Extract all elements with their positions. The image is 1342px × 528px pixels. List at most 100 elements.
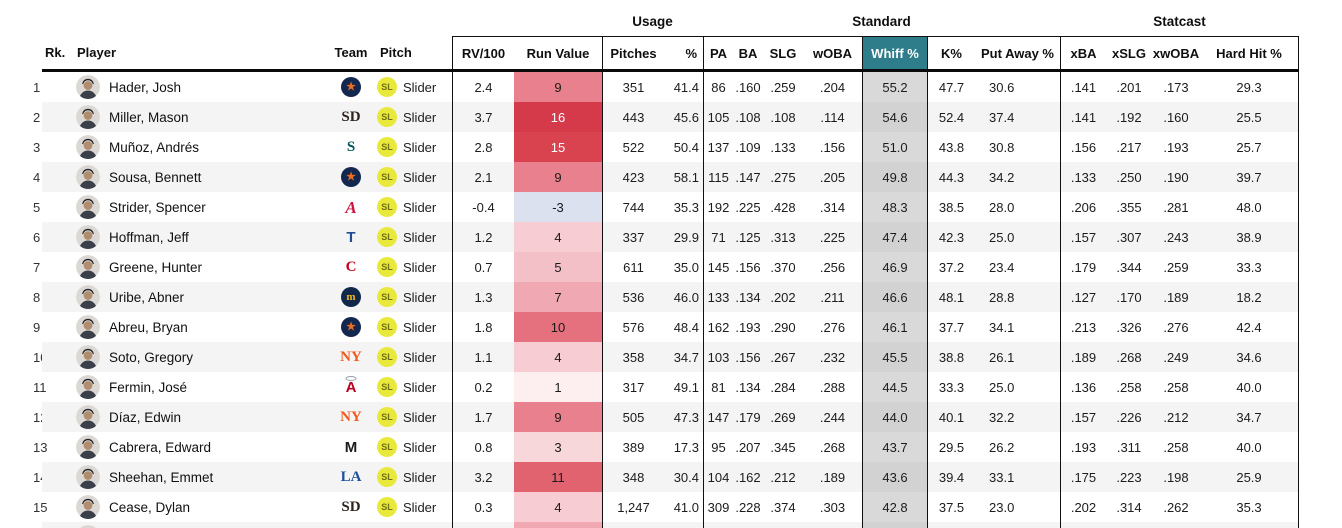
player-name[interactable]: Sousa, Bennett xyxy=(109,169,202,185)
cell-put-away-pct: 26.1 xyxy=(975,342,1060,372)
cell-team: LA xyxy=(330,462,372,492)
column-header-run-value[interactable]: Run Value xyxy=(514,36,602,69)
player-headshot xyxy=(76,135,100,159)
player-name[interactable]: Cabrera, Edward xyxy=(109,439,212,455)
cell-k-pct: 43.8 xyxy=(927,132,975,162)
player-name[interactable]: Greene, Hunter xyxy=(109,259,203,275)
column-header-player[interactable]: Player xyxy=(77,45,117,60)
column-header-rv100[interactable]: RV/100 xyxy=(452,36,514,69)
cell-run-value: 9 xyxy=(514,402,602,432)
cell-pitch-pct: 46.0 xyxy=(664,282,703,312)
cell-xwoba: .258 xyxy=(1163,439,1189,455)
player-name[interactable]: Soto, Gregory xyxy=(109,349,194,365)
cell-pa: 192 xyxy=(703,192,733,222)
column-header-pitch-pct[interactable]: % xyxy=(664,36,703,69)
column-header-pitches[interactable]: Pitches xyxy=(602,36,664,69)
cell-slg: .133 xyxy=(770,139,796,155)
cell-pitches: 744 xyxy=(602,192,664,222)
cell-rv100: 1.2 xyxy=(452,222,514,252)
cell-rv100: 0.7 xyxy=(452,252,514,282)
marlins-logo: M xyxy=(344,438,358,456)
player-headshot xyxy=(76,525,100,528)
cell-put-away-pct: 23.0 xyxy=(989,499,1015,515)
cell-pa: 145 xyxy=(703,252,733,282)
cell-pitch: SL Slider xyxy=(372,192,452,222)
cell-pitch-pct: 45.6 xyxy=(664,102,703,132)
cell-whiff-pct: 49.8 xyxy=(862,162,927,192)
player-headshot xyxy=(76,405,100,429)
braves-logo: A xyxy=(345,197,357,217)
cell-pitches: 351 xyxy=(602,72,664,102)
cell-k-pct: 29.5 xyxy=(927,432,975,462)
cell-pitches xyxy=(602,522,664,528)
column-header-team[interactable]: Team xyxy=(334,45,368,60)
cell-whiff-pct: 54.6 xyxy=(862,102,927,132)
cell-slg: .290 xyxy=(770,319,796,335)
cell-k-pct: 37.7 xyxy=(927,312,975,342)
cell-team: S xyxy=(330,132,372,162)
cell-team: ★ xyxy=(330,312,372,342)
column-header-rank[interactable]: Rk. xyxy=(45,45,66,60)
player-name[interactable]: Strider, Spencer xyxy=(109,199,206,215)
player-name[interactable]: Abreu, Bryan xyxy=(109,319,188,335)
cell-player: Cabrera, Edward xyxy=(42,432,330,462)
cell-player: Uribe, Abner xyxy=(42,282,330,312)
cell-whiff-pct: 51.0 xyxy=(862,132,927,162)
cell-pa: 147 xyxy=(703,402,733,432)
table-row: 15 Cease, Dylan SD SL Slider 0.3 4 1,247… xyxy=(0,492,1342,522)
cell-pa: 86 xyxy=(703,72,733,102)
player-name[interactable]: Díaz, Edwin xyxy=(109,409,182,425)
cell-pa: 105 xyxy=(703,102,733,132)
player-name[interactable]: Hader, Josh xyxy=(109,79,182,95)
player-name[interactable]: Muñoz, Andrés xyxy=(109,139,200,155)
cell-rank: 9 xyxy=(33,319,41,335)
cell-xwoba: .173 xyxy=(1163,79,1189,95)
cell-rank: 6 xyxy=(33,229,41,245)
pitch-type-badge-icon: SL xyxy=(377,407,397,427)
player-headshot xyxy=(76,195,100,219)
cell-woba: .211 xyxy=(803,282,862,312)
column-header-xslg[interactable]: xSLG xyxy=(1106,36,1152,69)
player-headshot xyxy=(76,285,100,309)
cell-k-pct: 47.7 xyxy=(927,72,975,102)
cell-run-value: 1 xyxy=(514,372,602,402)
cell-whiff-pct: 42.8 xyxy=(862,492,927,522)
cell-woba: .189 xyxy=(803,462,862,492)
player-name[interactable]: Uribe, Abner xyxy=(109,289,185,305)
cell-player: Sheehan, Emmet xyxy=(42,462,330,492)
cell-run-value: 3 xyxy=(514,432,602,462)
column-header-xwoba[interactable]: xwOBA xyxy=(1152,36,1200,69)
player-name[interactable]: Cease, Dylan xyxy=(109,499,191,515)
column-header-hard-hit-pct[interactable]: Hard Hit % xyxy=(1200,36,1299,69)
column-header-ba[interactable]: BA xyxy=(733,36,763,69)
column-header-xba[interactable]: xBA xyxy=(1060,36,1106,69)
cell-xwoba: .160 xyxy=(1152,102,1200,132)
player-name[interactable]: Miller, Mason xyxy=(109,109,189,125)
cell-pitch: SL Slider xyxy=(372,72,452,102)
cell-player: Miller, Mason xyxy=(42,102,330,132)
player-headshot xyxy=(76,375,100,399)
cell-pitches: 348 xyxy=(602,462,664,492)
column-header-pa[interactable]: PA xyxy=(703,36,733,69)
cell-run-value: 16 xyxy=(514,102,602,132)
column-header-woba[interactable]: wOBA xyxy=(803,36,862,69)
cell-rv100: 2.8 xyxy=(452,132,514,162)
column-header-slg[interactable]: SLG xyxy=(763,36,803,69)
cell-team: SD xyxy=(330,492,372,522)
cell-player: Greene, Hunter xyxy=(42,252,330,282)
cell-whiff-pct: 44.0 xyxy=(862,402,927,432)
player-name[interactable]: Sheehan, Emmet xyxy=(109,469,214,485)
cell-rv100: 0.3 xyxy=(452,492,514,522)
cell-put-away-pct: 28.0 xyxy=(989,199,1015,215)
column-header-pitch[interactable]: Pitch xyxy=(380,45,412,60)
column-header-whiff-pct-sorted[interactable]: Whiff % xyxy=(862,36,927,69)
player-name[interactable]: Hoffman, Jeff xyxy=(109,229,189,245)
player-name[interactable]: Fermin, José xyxy=(109,379,188,395)
cell-pitch-pct: 35.3 xyxy=(673,199,699,215)
column-header-k-pct[interactable]: K% xyxy=(927,36,975,69)
column-header-put-away-pct[interactable]: Put Away % xyxy=(975,36,1060,69)
cell-pitch-pct: 30.4 xyxy=(664,462,703,492)
table-row: 2 Miller, Mason SD SL Slider 3.7 16 443 … xyxy=(0,102,1342,132)
cell-whiff-pct xyxy=(862,522,927,528)
table-row: 1 Hader, Josh ★ SL Slider 2.4 9 351 41.4… xyxy=(0,72,1342,102)
